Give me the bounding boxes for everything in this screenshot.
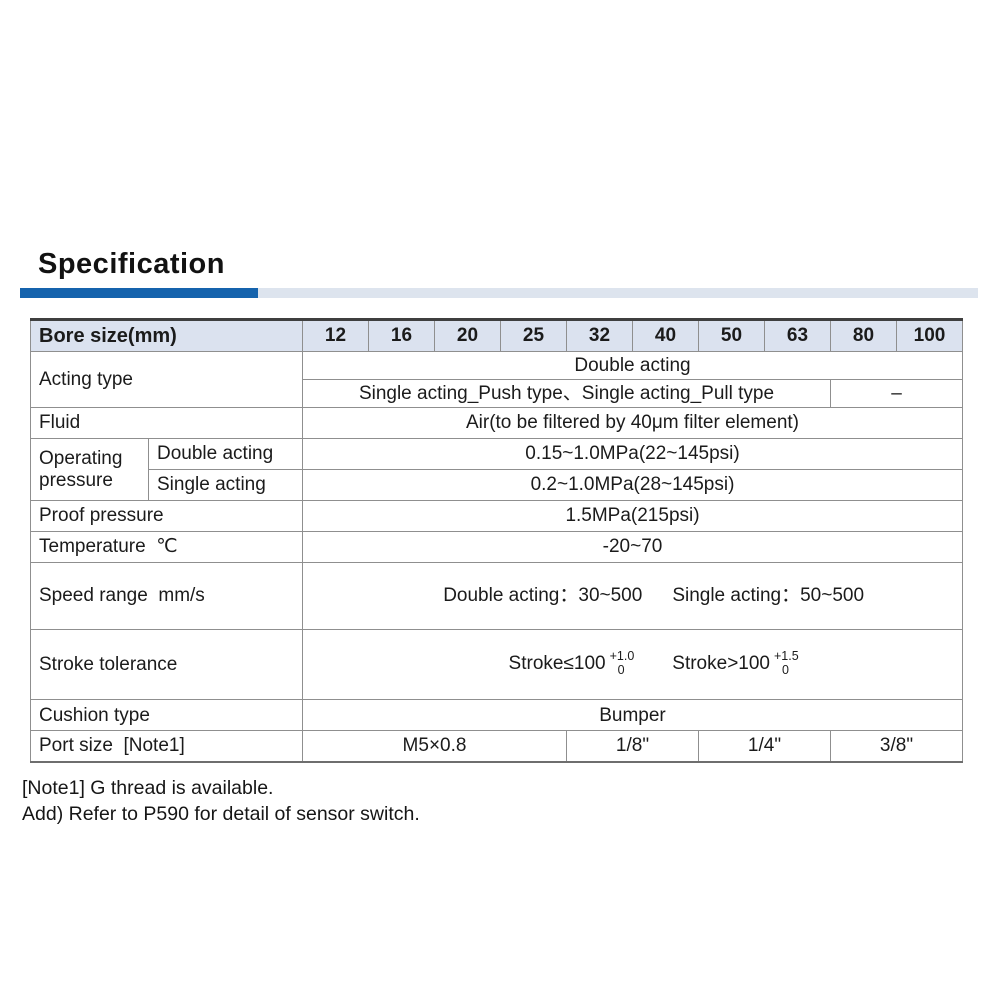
stroke-le-tolerance: +1.0 0 <box>610 650 635 676</box>
operating-pressure-row-single: Single acting 0.2~1.0MPa(28~145psi) <box>31 469 963 501</box>
stroke-le-lower: 0 <box>617 662 625 677</box>
bore-size-header: Bore size(mm) <box>30 319 303 352</box>
stroke-tolerance-row: Stroke tolerance Stroke≤100 +1.0 0 Stroke>1… <box>30 628 963 701</box>
temperature-value: -20~70 <box>302 531 963 563</box>
speed-range-value: Double acting：30~500 Single acting：50~500 <box>302 562 963 630</box>
stroke-gt-tolerance: +1.5 0 <box>774 650 799 676</box>
bore-col-16: 16 <box>368 319 435 352</box>
bore-col-12: 12 <box>302 319 369 352</box>
port-size-1-8: 1/8" <box>566 730 699 763</box>
bore-col-50: 50 <box>698 319 765 352</box>
bore-col-100: 100 <box>896 319 963 352</box>
acting-type-label: Acting type <box>30 351 303 408</box>
port-size-1-4: 1/4" <box>698 730 831 763</box>
fluid-value: Air(to be filtered by 40μm filter elemen… <box>302 407 963 439</box>
speed-range-row: Speed range mm/s Double acting：30~500 Sin… <box>30 562 963 630</box>
spec-section: Specification Bore size(mm) 12 16 20 25 … <box>0 248 1000 827</box>
operating-pressure-label: Operating pressure <box>30 438 149 501</box>
cushion-type-row: Cushion type Bumper <box>30 699 963 732</box>
footnotes: [Note1] G thread is available. Add) Refe… <box>22 775 1000 827</box>
proof-pressure-value: 1.5MPa(215psi) <box>302 500 963 532</box>
port-size-3-8: 3/8" <box>830 730 963 763</box>
footnote-2: Add) Refer to P590 for detail of sensor … <box>22 802 420 825</box>
stroke-gt-upper: +1.5 <box>774 649 799 664</box>
bore-col-20: 20 <box>434 319 501 352</box>
cushion-type-value: Bumper <box>302 699 963 732</box>
fluid-label: Fluid <box>30 407 303 439</box>
operating-pressure-single-value: 0.2~1.0MPa(28~145psi) <box>302 469 963 501</box>
acting-type-single-value: Single acting_Push type、Single acting_Pu… <box>302 379 831 408</box>
operating-pressure-row-double: Operating pressure Double acting 0.15~1.… <box>30 438 963 501</box>
proof-pressure-label: Proof pressure <box>30 500 303 532</box>
acting-type-double-value: Double acting <box>302 351 963 380</box>
speed-range-double: Double acting：30~500 <box>443 584 643 606</box>
title-underline-bar <box>20 288 978 298</box>
temperature-label: Temperature ℃ <box>30 531 303 563</box>
operating-pressure-double-sublabel: Double acting <box>148 438 303 470</box>
fluid-row: Fluid Air(to be filtered by 40μm filter … <box>30 407 963 439</box>
operating-pressure-single-sublabel: Single acting <box>148 469 303 501</box>
port-size-row: Port size [Note1] M5×0.8 1/8" 1/4" 3/8" <box>30 730 963 763</box>
footnote-1: [Note1] G thread is available. <box>22 776 274 799</box>
bore-col-32: 32 <box>566 319 633 352</box>
stroke-gt-lower: 0 <box>782 662 789 677</box>
port-size-label: Port size [Note1] <box>30 730 303 763</box>
operating-pressure-double-value: 0.15~1.0MPa(22~145psi) <box>302 438 963 470</box>
cushion-type-label: Cushion type <box>30 699 303 732</box>
title-underline-accent <box>20 288 258 298</box>
table-header-row: Bore size(mm) 12 16 20 25 32 40 50 63 80… <box>30 319 963 352</box>
stroke-gt-base: Stroke>100 <box>672 653 770 675</box>
specification-table: Bore size(mm) 12 16 20 25 32 40 50 63 80… <box>30 318 963 763</box>
stroke-le-base: Stroke≤100 <box>508 653 606 675</box>
acting-type-row-double: Acting type Double acting <box>30 351 963 408</box>
speed-range-label: Speed range mm/s <box>30 562 303 630</box>
temperature-row: Temperature ℃ -20~70 <box>30 531 963 563</box>
acting-type-not-available: – <box>830 379 963 408</box>
stroke-le-upper: +1.0 <box>609 649 635 664</box>
bore-col-80: 80 <box>830 319 897 352</box>
port-size-m5: M5×0.8 <box>302 730 567 763</box>
bore-col-40: 40 <box>632 319 699 352</box>
bore-col-25: 25 <box>500 319 567 352</box>
stroke-tolerance-label: Stroke tolerance <box>30 628 303 701</box>
bore-col-63: 63 <box>764 319 831 352</box>
proof-pressure-row: Proof pressure 1.5MPa(215psi) <box>30 500 963 532</box>
page-title: Specification <box>38 248 225 280</box>
stroke-tolerance-value: Stroke≤100 +1.0 0 Stroke>100 +1.5 0 <box>302 628 963 701</box>
speed-range-single: Single acting：50~500 <box>672 584 865 606</box>
